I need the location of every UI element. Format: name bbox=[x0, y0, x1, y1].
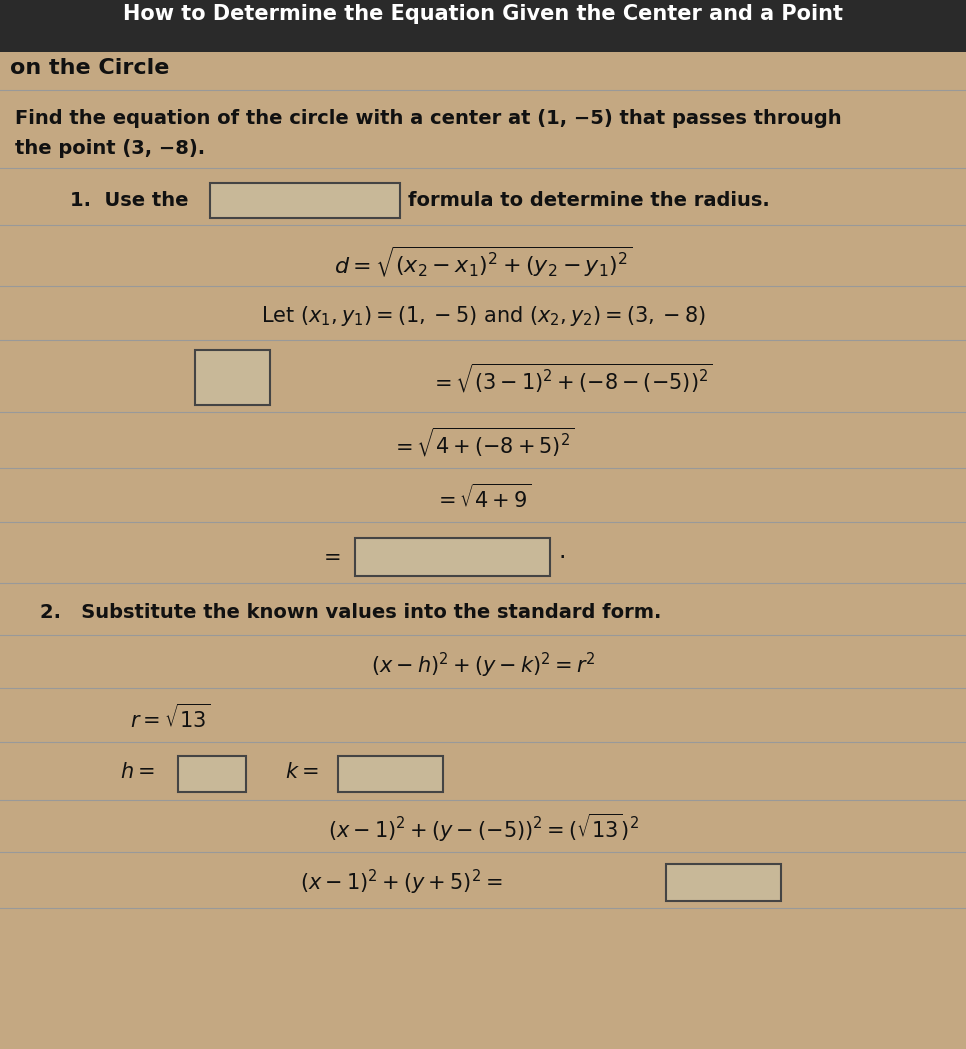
Text: $=$: $=$ bbox=[319, 545, 340, 566]
FancyBboxPatch shape bbox=[195, 350, 270, 405]
Text: Find the equation of the circle with a center at (1, −5) that passes through: Find the equation of the circle with a c… bbox=[15, 108, 841, 128]
Text: $= \sqrt{4 + (-8+5)^2}$: $= \sqrt{4 + (-8+5)^2}$ bbox=[391, 425, 575, 458]
Text: $= \sqrt{(3-1)^2 + (-8-(-5))^2}$: $= \sqrt{(3-1)^2 + (-8-(-5))^2}$ bbox=[430, 361, 713, 394]
Text: $(x - 1)^2 + (y -(-5))^2 = (\sqrt{13})^2$: $(x - 1)^2 + (y -(-5))^2 = (\sqrt{13})^2… bbox=[327, 812, 639, 844]
Text: $(x - 1)^2 + (y + 5)^2 =$: $(x - 1)^2 + (y + 5)^2 =$ bbox=[300, 868, 502, 897]
Text: $r = \sqrt{13}$: $r = \sqrt{13}$ bbox=[130, 704, 211, 732]
FancyBboxPatch shape bbox=[0, 0, 966, 52]
Text: $k =$: $k =$ bbox=[285, 762, 319, 782]
FancyBboxPatch shape bbox=[355, 538, 550, 576]
FancyBboxPatch shape bbox=[666, 864, 781, 901]
Text: $\cdot$: $\cdot$ bbox=[558, 544, 565, 568]
Text: How to Determine the Equation Given the Center and a Point: How to Determine the Equation Given the … bbox=[123, 4, 843, 24]
Text: $(x - h)^2 + (y - k)^2 = r^2$: $(x - h)^2 + (y - k)^2 = r^2$ bbox=[371, 650, 595, 680]
Text: 2.   Substitute the known values into the standard form.: 2. Substitute the known values into the … bbox=[40, 602, 662, 621]
FancyBboxPatch shape bbox=[338, 756, 443, 792]
FancyBboxPatch shape bbox=[210, 183, 400, 218]
Text: the point (3, −8).: the point (3, −8). bbox=[15, 138, 205, 157]
Text: $d = \sqrt{(x_2 - x_1)^2 + (y_2 - y_1)^2}$: $d = \sqrt{(x_2 - x_1)^2 + (y_2 - y_1)^2… bbox=[333, 244, 633, 279]
Text: Let $(x_1, y_1) = (1, -5)$ and $(x_2, y_2) = (3, -8)$: Let $(x_1, y_1) = (1, -5)$ and $(x_2, y_… bbox=[261, 304, 705, 328]
Text: $= \sqrt{4+9}$: $= \sqrt{4+9}$ bbox=[435, 484, 531, 512]
Text: formula to determine the radius.: formula to determine the radius. bbox=[408, 191, 770, 210]
Text: $h =$: $h =$ bbox=[120, 762, 155, 782]
FancyBboxPatch shape bbox=[178, 756, 246, 792]
Text: on the Circle: on the Circle bbox=[10, 58, 169, 78]
Text: 1.  Use the: 1. Use the bbox=[70, 191, 188, 210]
